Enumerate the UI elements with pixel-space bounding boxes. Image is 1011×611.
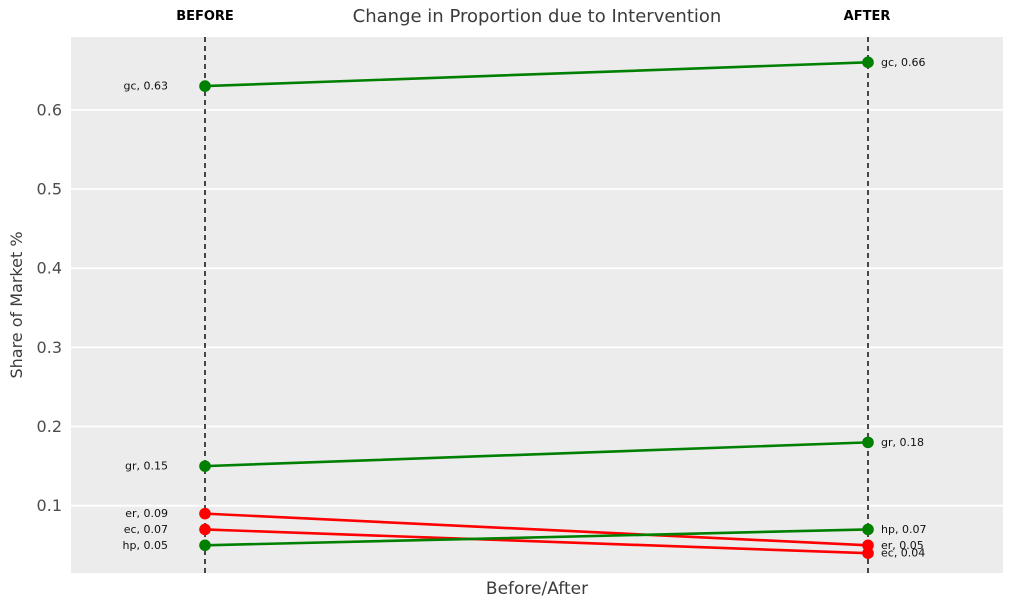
x-axis-label: Before/After xyxy=(485,579,589,599)
point-ec-after xyxy=(862,547,874,560)
point-label-er-after: er, 0.05 xyxy=(881,539,924,552)
plot-background xyxy=(71,37,1003,573)
point-label-gc-before: gc, 0.63 xyxy=(123,80,168,93)
series-line-gr xyxy=(203,441,870,468)
y-tick-label: 0.5 xyxy=(37,180,62,199)
series-line-gc xyxy=(203,61,870,88)
y-tick-label: 0.1 xyxy=(37,496,62,515)
y-tick-label: 0.6 xyxy=(37,100,62,119)
point-label-gr-after: gr, 0.18 xyxy=(881,436,924,449)
y-tick-label: 0.2 xyxy=(37,417,62,436)
series-line-er xyxy=(203,512,870,547)
point-label-hp-after: hp, 0.07 xyxy=(881,523,926,536)
point-ec-before xyxy=(199,523,211,536)
point-label-ec-before: ec, 0.07 xyxy=(124,523,168,536)
column-label-after: AFTER xyxy=(843,9,891,24)
point-gc-after xyxy=(862,56,874,69)
point-label-er-before: er, 0.09 xyxy=(125,507,168,520)
y-tick-label: 0.4 xyxy=(37,259,62,278)
y-tick-label: 0.3 xyxy=(37,338,62,357)
point-gc-before xyxy=(199,80,211,92)
point-er-before xyxy=(199,507,211,520)
point-gr-after xyxy=(862,436,874,449)
series-line-hp xyxy=(203,528,870,547)
point-label-gr-before: gr, 0.15 xyxy=(125,460,168,473)
series-line-ec xyxy=(203,528,870,555)
point-hp-after xyxy=(862,523,874,536)
point-hp-before xyxy=(199,539,211,552)
chart-title: Change in Proportion due to Intervention xyxy=(352,6,722,27)
point-label-ec-after: ec, 0.04 xyxy=(881,547,925,560)
point-label-gc-after: gc, 0.66 xyxy=(881,56,926,69)
column-label-before: BEFORE xyxy=(176,9,234,24)
point-gr-before xyxy=(199,460,211,472)
point-label-hp-before: hp, 0.05 xyxy=(123,539,168,552)
